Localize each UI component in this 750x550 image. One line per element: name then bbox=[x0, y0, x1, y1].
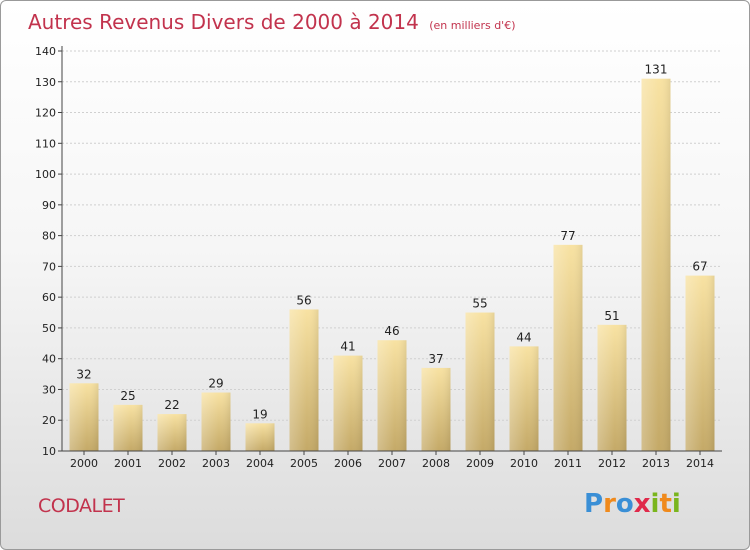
x-tick-label: 2010 bbox=[510, 457, 538, 470]
x-tick-label: 2008 bbox=[422, 457, 450, 470]
bar-value-label: 56 bbox=[296, 293, 311, 307]
bar-value-label: 77 bbox=[560, 229, 575, 243]
x-tick-label: 2002 bbox=[158, 457, 186, 470]
bar-shade bbox=[685, 275, 715, 451]
logo-letter: x bbox=[633, 489, 651, 519]
y-tick-label: 20 bbox=[42, 414, 56, 427]
y-tick-label: 60 bbox=[42, 291, 56, 304]
x-tick-label: 2001 bbox=[114, 457, 142, 470]
logo-letter: i bbox=[650, 489, 660, 519]
y-tick-label: 80 bbox=[42, 230, 56, 243]
y-tick-label: 100 bbox=[35, 168, 56, 181]
bar-shade bbox=[69, 383, 99, 451]
axes bbox=[61, 46, 722, 452]
bar-value-label: 19 bbox=[252, 407, 267, 421]
bar-shade bbox=[333, 355, 363, 451]
y-tick-label: 90 bbox=[42, 199, 56, 212]
y-tick-label: 110 bbox=[35, 137, 56, 150]
x-tick-label: 2013 bbox=[642, 457, 670, 470]
x-tick-label: 2014 bbox=[686, 457, 714, 470]
x-tick-label: 2004 bbox=[246, 457, 274, 470]
bar-shade bbox=[377, 340, 407, 451]
x-tick-label: 2005 bbox=[290, 457, 318, 470]
chart-title: Autres Revenus Divers de 2000 à 2014 (en… bbox=[28, 10, 516, 34]
bar-value-label: 29 bbox=[208, 377, 223, 391]
town-name: CODALET bbox=[38, 495, 125, 517]
y-tick-label: 120 bbox=[35, 107, 56, 120]
x-axis-ticks: 2000 2001 2002 2003 2004 2005 2006 2007 2008 2009… bbox=[70, 451, 714, 470]
x-tick-label: 2006 bbox=[334, 457, 362, 470]
bar-value-label: 46 bbox=[384, 324, 399, 338]
bar-value-label: 51 bbox=[604, 309, 619, 323]
bar-shade bbox=[509, 346, 539, 451]
bars: 32 25 22 29 19 56 41 46 37 55 44 77 51 131 67 bbox=[69, 63, 715, 451]
bar-shade bbox=[201, 392, 231, 451]
bar-shade bbox=[465, 312, 495, 451]
bar-value-label: 55 bbox=[472, 297, 487, 311]
bar-value-label: 22 bbox=[164, 398, 179, 412]
chart-title-text: Autres Revenus Divers de 2000 à 2014 bbox=[28, 10, 419, 34]
bar-value-label: 37 bbox=[428, 352, 443, 366]
bar-shade bbox=[113, 404, 143, 451]
x-tick-label: 2007 bbox=[378, 457, 406, 470]
y-tick-label: 130 bbox=[35, 76, 56, 89]
logo-letter: P bbox=[584, 489, 604, 519]
bar-value-label: 44 bbox=[516, 330, 531, 344]
y-tick-label: 40 bbox=[42, 353, 56, 366]
bar-shade bbox=[597, 324, 627, 451]
bar-shade bbox=[289, 309, 319, 451]
chart-unit-label: (en milliers d'€) bbox=[429, 19, 516, 32]
x-tick-label: 2000 bbox=[70, 457, 98, 470]
bar-value-label: 41 bbox=[340, 340, 355, 354]
y-tick-label: 140 bbox=[35, 45, 56, 58]
y-tick-label: 30 bbox=[42, 383, 56, 396]
x-tick-label: 2012 bbox=[598, 457, 626, 470]
y-tick-label: 10 bbox=[42, 445, 56, 458]
logo-letter: t bbox=[659, 489, 672, 519]
logo-letter: i bbox=[671, 489, 681, 519]
bar-value-label: 25 bbox=[120, 389, 135, 403]
bar-shade bbox=[245, 423, 275, 451]
bar-value-label: 32 bbox=[76, 367, 91, 381]
logo-letter: o bbox=[615, 489, 634, 519]
bar-shade bbox=[641, 78, 671, 451]
logo-letter: r bbox=[603, 489, 616, 519]
proxiti-logo: Proxiti bbox=[584, 489, 681, 519]
bar-shade bbox=[553, 244, 583, 451]
y-axis-ticks: 10 20 30 40 50 60 70 80 90 100 110 120 130 140 bbox=[35, 45, 62, 458]
y-tick-label: 50 bbox=[42, 322, 56, 335]
x-tick-label: 2003 bbox=[202, 457, 230, 470]
bar-value-label: 131 bbox=[645, 63, 668, 77]
x-tick-label: 2009 bbox=[466, 457, 494, 470]
bar-value-label: 67 bbox=[692, 260, 707, 274]
x-tick-label: 2011 bbox=[554, 457, 582, 470]
bar-shade bbox=[157, 414, 187, 451]
bar-shade bbox=[421, 367, 451, 451]
y-tick-label: 70 bbox=[42, 260, 56, 273]
